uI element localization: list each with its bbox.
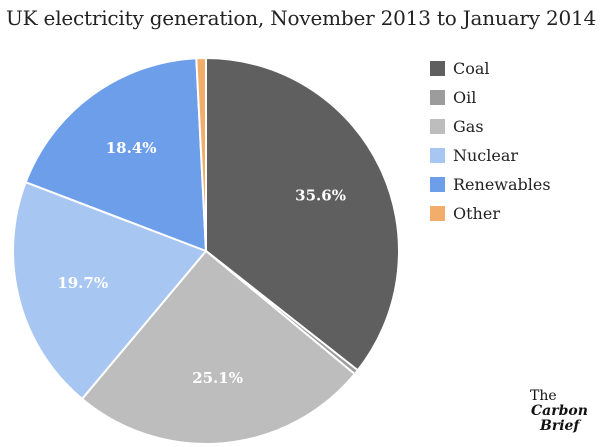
slice-label-nuclear: 19.7% [57,274,108,292]
logo-line-3: Brief [540,418,580,434]
legend-item-gas: Gas [430,112,551,141]
legend-swatch [430,90,445,105]
legend-swatch [430,206,445,221]
pie-slice-other [195,56,207,252]
legend-label: Gas [453,117,484,136]
legend-label: Renewables [453,175,551,194]
legend-item-other: Other [430,199,551,228]
legend-item-nuclear: Nuclear [430,141,551,170]
slice-label-gas: 25.1% [192,369,243,387]
slice-label-coal: 35.6% [295,186,346,204]
pie-slice-nuclear [12,180,208,401]
legend-label: Coal [453,59,490,78]
legend-swatch [430,148,445,163]
logo-line-1: The [530,388,557,404]
legend-label: Nuclear [453,146,519,165]
pie-slice-renewables [24,57,208,253]
pie-slice-gas [80,249,357,445]
pie-slice-coal [205,56,400,372]
legend-label: Oil [453,88,477,107]
legend-item-renewables: Renewables [430,170,551,199]
slice-label-renewables: 18.4% [106,139,157,157]
carbon-brief-logo: The Carbon Brief [530,389,588,434]
legend-swatch [430,177,445,192]
chart-title: UK electricity generation, November 2013… [6,6,597,30]
legend-swatch [430,61,445,76]
legend-label: Other [453,204,500,223]
legend-item-oil: Oil [430,83,551,112]
logo-line-2: Carbon [531,403,588,419]
legend-item-coal: Coal [430,54,551,83]
legend: Coal Oil Gas Nuclear Renewables Other [430,54,551,228]
legend-swatch [430,119,445,134]
